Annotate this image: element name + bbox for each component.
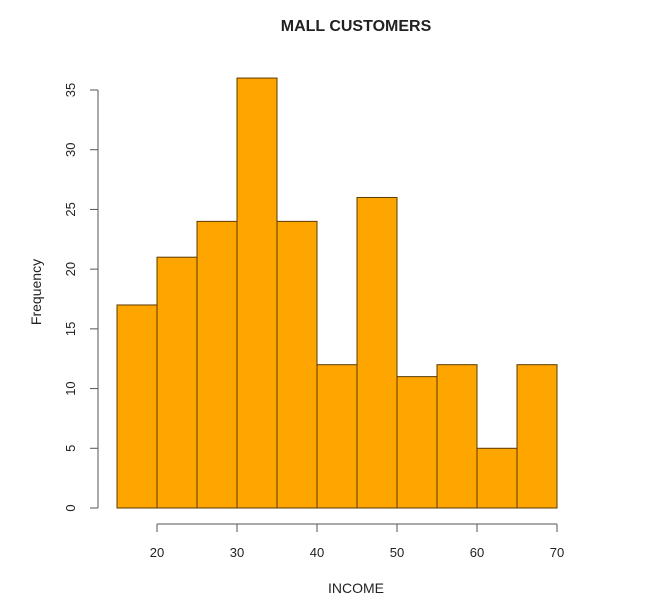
- x-tick-label: 50: [390, 545, 404, 560]
- y-axis-label: Frequency: [28, 259, 44, 325]
- histogram-bar: [236, 77, 278, 509]
- y-tick-label: 25: [63, 202, 78, 216]
- histogram-bar: [516, 364, 558, 509]
- histogram-bar: [436, 364, 478, 509]
- histogram-bars: [116, 77, 558, 509]
- y-tick-label: 20: [63, 262, 78, 276]
- y-tick-label: 30: [63, 142, 78, 156]
- y-tick-label: 15: [63, 322, 78, 336]
- histogram-bar: [276, 220, 318, 509]
- chart-title: MALL CUSTOMERS: [281, 18, 432, 35]
- x-tick-label: 40: [310, 545, 324, 560]
- y-tick-label: 10: [63, 381, 78, 395]
- histogram-bar: [476, 447, 518, 509]
- histogram-bar: [116, 304, 158, 509]
- y-tick-label: 0: [63, 504, 78, 511]
- x-tick-label: 60: [470, 545, 484, 560]
- histogram-bar: [356, 196, 398, 509]
- x-axis-label: INCOME: [328, 580, 384, 596]
- histogram-bar: [396, 376, 438, 509]
- x-axis: 20 30 40 50 60 70: [150, 523, 564, 560]
- x-tick-label: 20: [150, 545, 164, 560]
- histogram-bar: [316, 364, 358, 509]
- y-axis: 0 5 10 15 20 25 30 35: [63, 83, 99, 512]
- x-tick-label: 30: [230, 545, 244, 560]
- y-tick-label: 5: [63, 445, 78, 452]
- histogram-bar: [196, 220, 238, 509]
- histogram-bar: [156, 256, 198, 509]
- y-tick-label: 35: [63, 83, 78, 97]
- x-tick-label: 70: [550, 545, 564, 560]
